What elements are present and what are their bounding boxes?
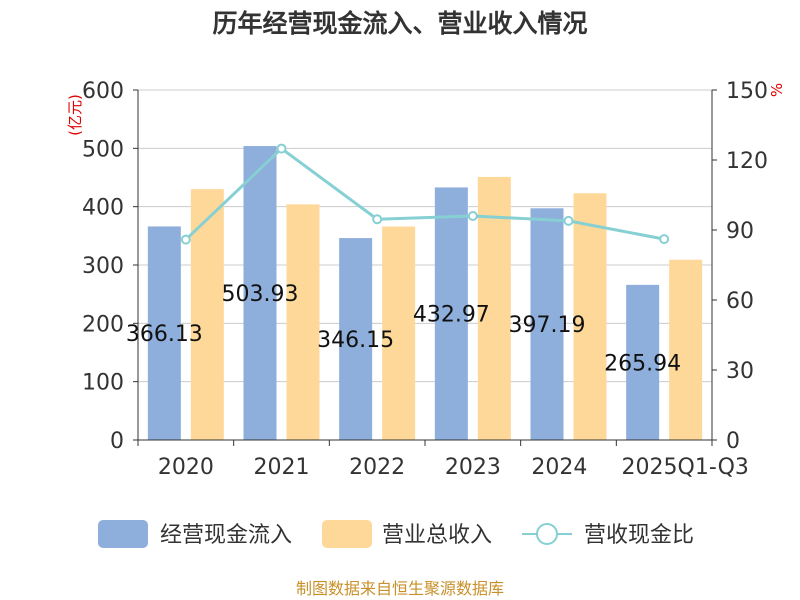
ratio-point — [563, 215, 574, 226]
ratio-point — [276, 143, 287, 154]
legend: 经营现金流入 营业总收入 营收现金比 — [98, 520, 694, 548]
revenue-bar — [669, 259, 703, 440]
ratio-point — [180, 234, 191, 245]
legend-marker — [536, 523, 558, 545]
grid-lines — [138, 89, 712, 383]
bar-value-label: 366.13 — [126, 322, 203, 347]
left-tick-label: 600 — [82, 79, 124, 104]
bar-value-label: 432.97 — [413, 303, 490, 328]
left-axis-unit: (亿元) — [66, 94, 84, 136]
ratio-point — [467, 211, 478, 221]
bar-value-label: 397.19 — [509, 313, 586, 338]
left-tick-label: 300 — [82, 254, 124, 279]
bars — [147, 146, 703, 440]
x-tick-label: 2021 — [254, 455, 310, 480]
left-tick-label: 100 — [82, 371, 124, 396]
x-tick-label: 2024 — [531, 455, 587, 480]
right-tick-label: 60 — [726, 289, 754, 314]
cash-inflow-bar — [147, 226, 181, 440]
ratio-point — [372, 214, 383, 225]
legend-swatch — [98, 520, 148, 548]
cash-inflow-bar — [434, 187, 468, 440]
right-tick-label: 0 — [726, 429, 740, 454]
right-tick-label: 150 — [726, 79, 768, 104]
revenue-bar — [382, 226, 416, 440]
x-tick-label: 2020 — [158, 455, 214, 480]
ratio-point — [659, 234, 670, 245]
right-axis-unit: % — [768, 83, 786, 97]
revenue-bar — [286, 204, 320, 440]
right-tick-label: 30 — [726, 359, 754, 384]
ratio-line-path — [184, 146, 665, 241]
cash-inflow-bar — [626, 284, 660, 440]
left-tick-label: 200 — [82, 312, 124, 337]
legend-label: 经营现金流入 — [160, 523, 292, 548]
right-tick-label: 90 — [726, 219, 754, 244]
bar-value-label: 346.15 — [317, 328, 394, 353]
source-note: 制图数据来自恒生聚源数据库 — [296, 579, 504, 598]
cash-inflow-bar — [530, 208, 564, 440]
bar-value-label: 503.93 — [222, 282, 299, 307]
revenue-bar — [477, 176, 511, 440]
right-tick-label: 120 — [726, 149, 768, 174]
chart-title: 历年经营现金流入、营业收入情况 — [212, 9, 587, 38]
legend-label: 营业总收入 — [382, 523, 492, 548]
revenue-bar — [573, 193, 607, 440]
cash-inflow-bar — [243, 146, 277, 440]
axes: 0 100 200 300 400 500 600 0 30 60 90 120 150 2020 2021… — [82, 79, 768, 480]
ratio-line — [180, 143, 670, 245]
x-tick-label: 2025Q1-Q3 — [622, 455, 749, 480]
legend-label: 营收现金比 — [584, 523, 694, 548]
cash-inflow-bar — [339, 238, 373, 440]
revenue-bar — [190, 189, 224, 440]
left-tick-label: 400 — [82, 196, 124, 221]
x-tick-label: 2023 — [445, 455, 501, 480]
bar-value-label: 265.94 — [604, 351, 681, 376]
x-tick-label: 2022 — [349, 455, 405, 480]
left-tick-label: 500 — [82, 137, 124, 162]
legend-swatch — [322, 520, 372, 548]
data-labels: 366.13 503.93 346.15 432.97 397.19 265.94 — [126, 282, 681, 376]
left-tick-label: 0 — [110, 429, 124, 454]
